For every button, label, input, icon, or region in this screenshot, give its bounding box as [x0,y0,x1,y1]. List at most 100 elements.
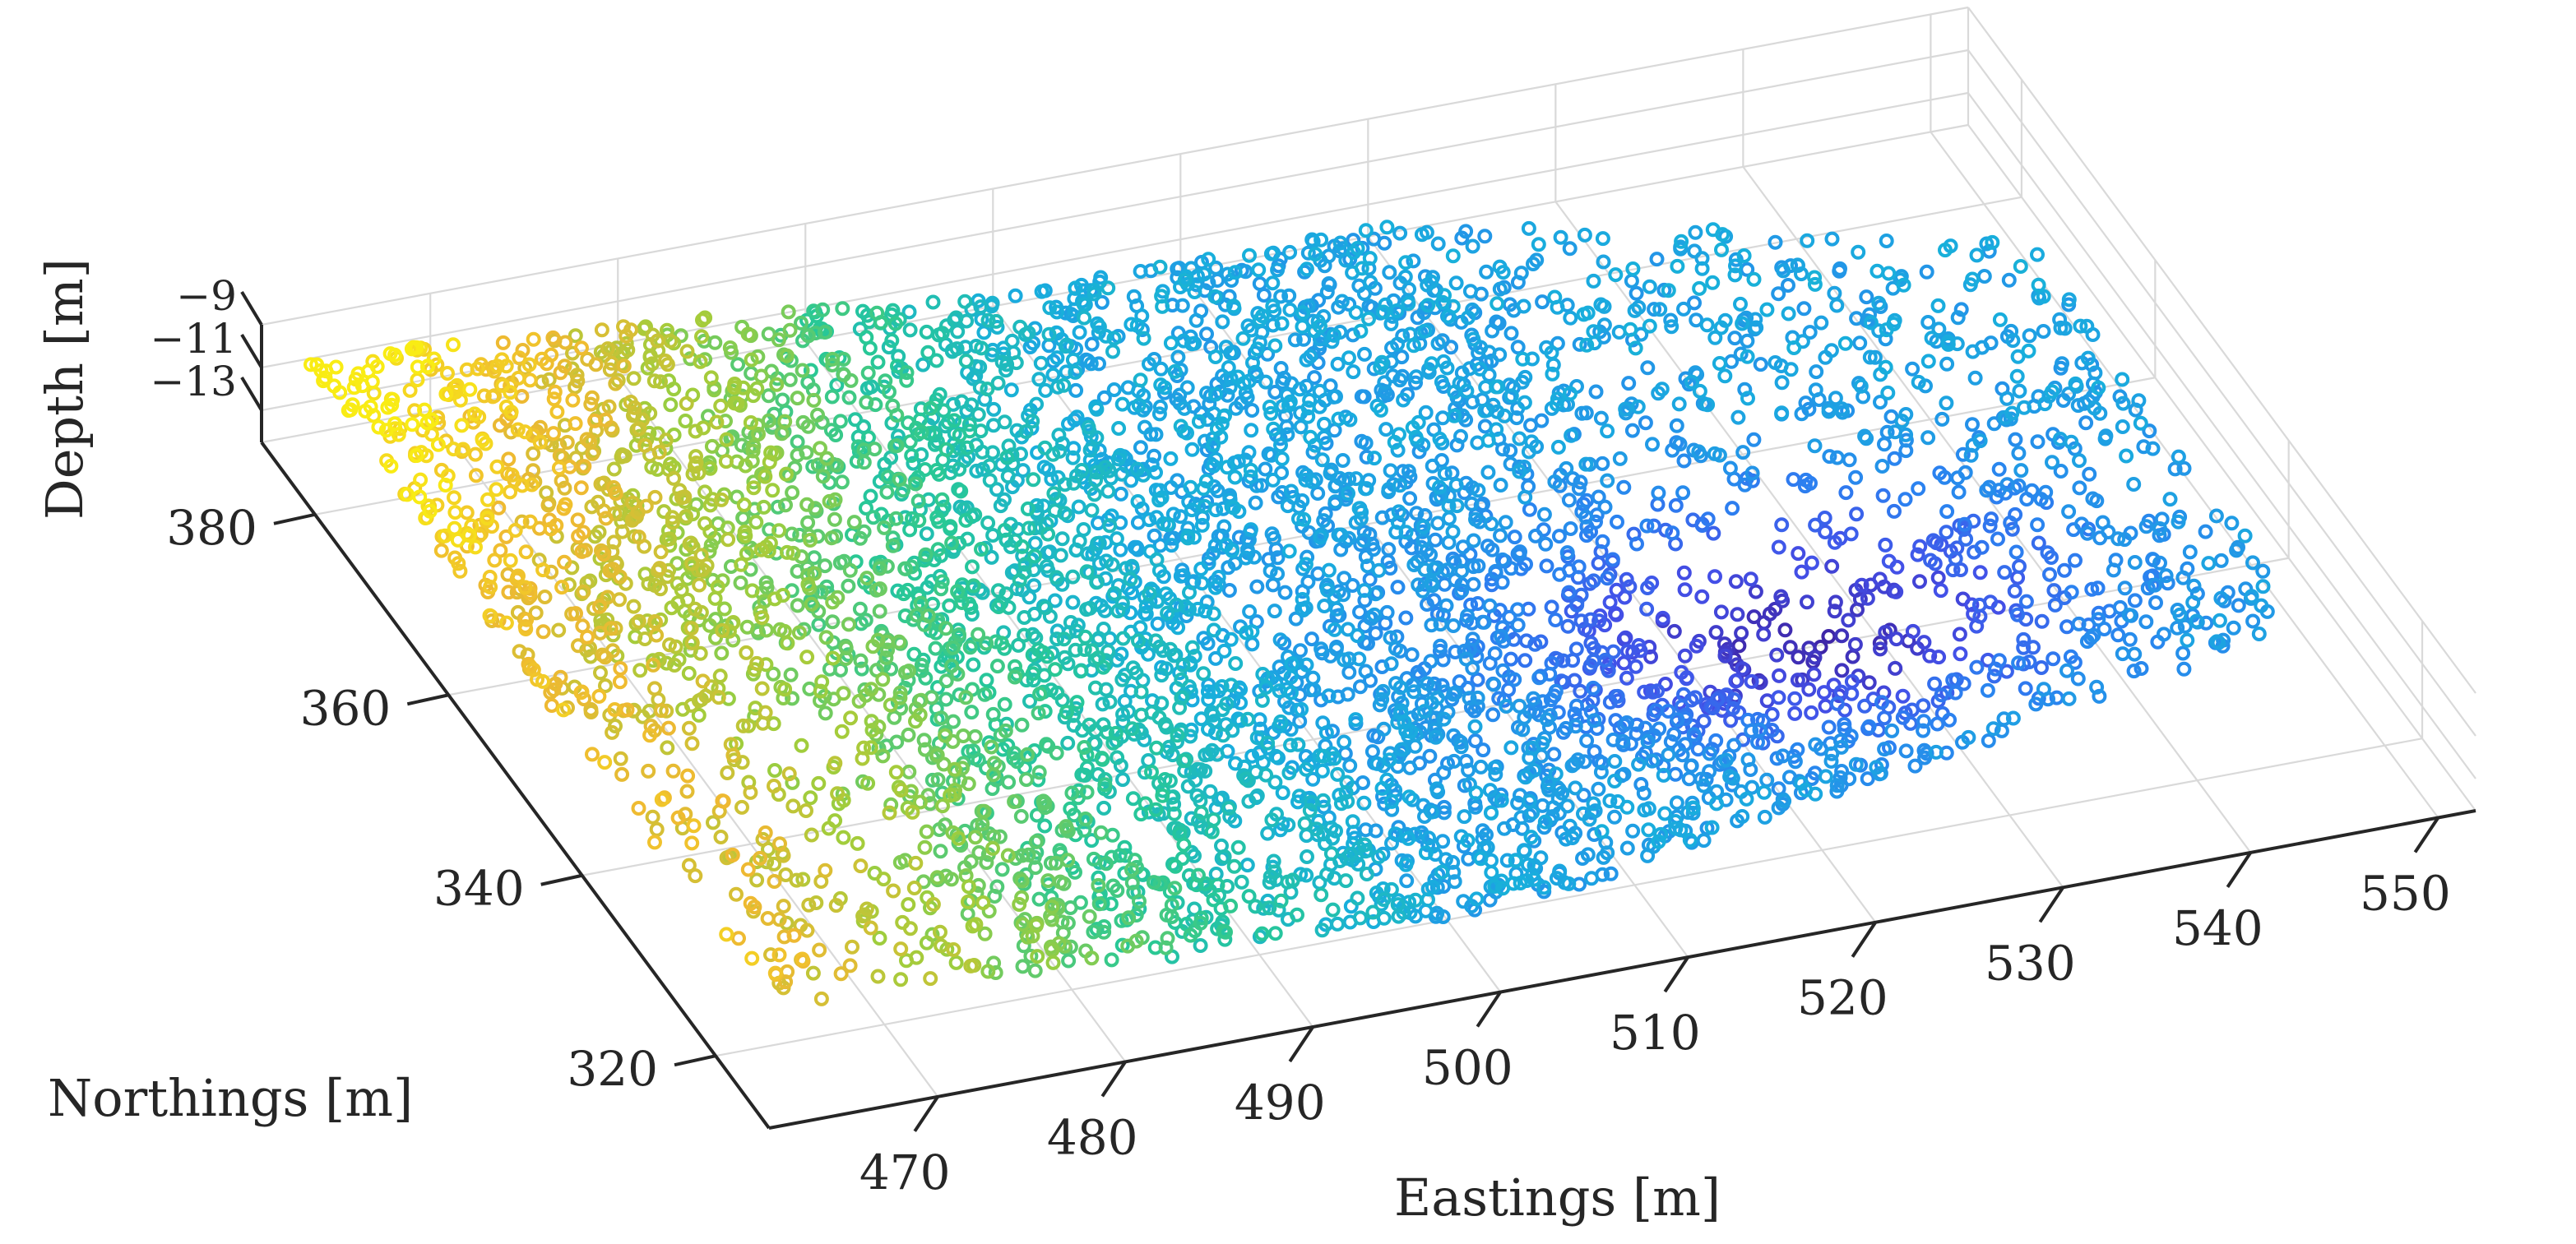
scatter-point [1222,809,1238,825]
scatter-point [1376,892,1392,908]
scatter-point [681,858,697,873]
scatter-point [1391,909,1406,924]
scatter-point [1469,891,1485,907]
scatter-point [1330,356,1346,372]
scatter-point [1012,897,1027,912]
scatter-point [718,454,734,469]
scatter-point [1494,575,1510,590]
scatter-point [1073,664,1088,679]
scatter-point [1709,796,1724,812]
scatter-point [863,740,878,756]
scatter-point [1739,791,1754,807]
scatter-point [1350,628,1365,644]
scatter-point [677,489,693,505]
scatter-point [960,906,975,922]
scatter-point [1740,349,1755,364]
scatter-point [626,371,642,386]
scatter-point [1808,737,1823,752]
scatter-point [906,646,922,662]
scatter-point [823,423,839,438]
scatter-point [765,483,781,498]
scatter-point [1510,602,1526,617]
scatter-point [2090,580,2106,596]
scatter-point [1616,479,1632,495]
scatter-point [452,563,468,579]
scatter-point [1341,664,1357,680]
scatter-point [1895,710,1911,725]
scatter-point [1841,613,1856,628]
scatter-point [899,365,915,381]
scatter-point [681,720,697,736]
scatter-point [382,346,398,362]
scatter-point [1184,442,1200,457]
scatter-point [1086,487,1102,502]
scatter-point [2008,544,2024,560]
scatter-point [663,397,679,413]
scatter-point [568,606,583,622]
scatter-point [1587,827,1602,842]
scatter-point [1206,622,1221,638]
scatter-point [801,897,817,913]
scatter-point [2089,679,2105,695]
scatter-point [1503,740,1519,756]
scatter-point [1624,423,1640,438]
scatter-point [1525,740,1541,756]
scatter-point [1303,429,1318,445]
scatter-point [1637,802,1652,818]
scatter-point [1424,274,1439,289]
scatter-point [1174,298,1190,313]
scatter-point [1180,530,1196,546]
scatter-point [1768,355,1783,370]
x-tick-mark [913,1095,939,1132]
scatter-point [758,469,773,484]
scatter-point [804,827,819,843]
scatter-point [1948,551,1963,567]
scatter-point [1637,684,1652,700]
scatter-point [1791,546,1806,562]
scatter-point [697,516,712,531]
scatter-point [933,844,948,859]
box-edge [261,123,1969,444]
scatter-point [842,958,858,973]
scatter-point [1374,510,1390,525]
x-tick-label: 470 [859,1145,951,1200]
scatter-point [1480,432,1496,448]
scatter-point [1357,346,1372,362]
scatter-point [1402,491,1418,506]
scatter-point [2071,616,2087,631]
scatter-point [870,969,886,984]
scatter-point [1702,746,1717,761]
scatter-point [938,621,953,636]
scatter-point [1281,397,1296,413]
scatter-point [405,417,420,432]
scatter-point [1072,325,1087,340]
scatter-point [565,392,581,408]
scatter-point [1151,406,1167,422]
scatter-point [1091,325,1106,340]
scatter-point [1406,684,1421,700]
scatter-point [1248,899,1263,914]
scatter-point [1235,331,1251,346]
scatter-point [1280,498,1295,514]
scatter-point [1282,244,1298,260]
scatter-point [1308,247,1323,262]
scatter-point [1847,636,1863,652]
scatter-point [1536,506,1552,522]
scatter-point [736,497,752,512]
scatter-point [1151,493,1167,508]
scatter-point [786,927,802,943]
scatter-point [1829,778,1845,793]
scatter-point [744,583,760,599]
scatter-point [1576,307,1591,322]
scatter-point [1137,419,1152,435]
scatter-point [1378,384,1393,400]
scatter-point [1448,275,1464,291]
scatter-point [491,500,507,516]
scatter-point [1031,765,1047,780]
scatter-point [859,571,874,586]
scatter-point [1879,234,1894,248]
scatter-point [1445,248,1461,264]
scatter-point [498,358,514,374]
scatter-point [934,710,949,726]
scatter-point [1273,714,1289,729]
